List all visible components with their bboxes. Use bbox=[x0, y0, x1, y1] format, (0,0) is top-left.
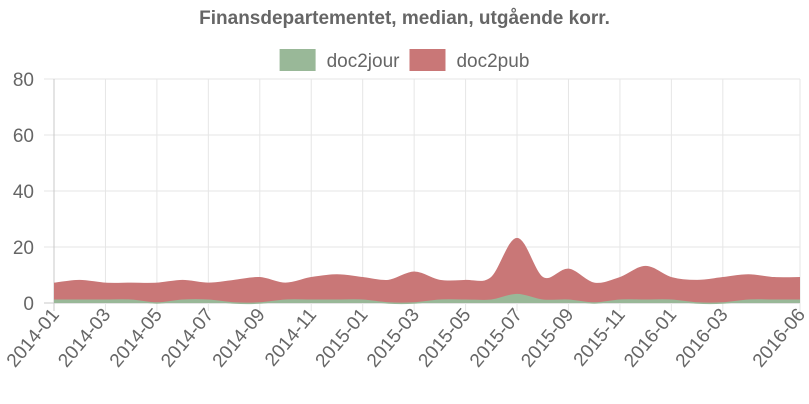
x-tick-label: 2016-06 bbox=[749, 305, 809, 372]
x-tick-label: 2015-11 bbox=[570, 305, 630, 371]
legend-label: doc2pub bbox=[456, 51, 529, 72]
legend-swatch bbox=[279, 49, 316, 71]
x-tick-label: 2015-05 bbox=[415, 305, 476, 372]
x-tick-label: 2014-11 bbox=[261, 305, 321, 371]
legend-item-doc2jour[interactable]: doc2jour bbox=[279, 49, 401, 72]
legend-item-doc2pub[interactable]: doc2pub bbox=[409, 49, 529, 72]
x-tick-label: 2015-07 bbox=[466, 305, 527, 372]
x-tick-label: 2015-03 bbox=[363, 305, 424, 372]
legend-label: doc2jour bbox=[327, 51, 401, 72]
y-tick-label: 80 bbox=[13, 70, 34, 91]
legend[interactable]: doc2jour doc2pub bbox=[279, 49, 530, 72]
chart-title: Finansdepartementet, median, utgående ko… bbox=[199, 8, 610, 29]
line-series-doc2jour bbox=[54, 293, 800, 305]
area-layer bbox=[53, 237, 801, 305]
y-tick-label: 40 bbox=[13, 182, 34, 203]
y-tick-label: 0 bbox=[23, 294, 34, 315]
x-tick-label: 2015-09 bbox=[517, 305, 578, 372]
line-series-doc2pub bbox=[53, 237, 801, 285]
y-tick-label: 20 bbox=[13, 238, 34, 259]
y-tick-label: 60 bbox=[13, 126, 34, 147]
x-tick-label: 2014-09 bbox=[209, 305, 270, 372]
x-tick-label: 2014-05 bbox=[106, 305, 167, 372]
x-tick-label: 2014-03 bbox=[54, 305, 115, 372]
x-tick-label: 2014-07 bbox=[157, 305, 218, 372]
area-series-doc2pub[interactable] bbox=[54, 238, 800, 304]
axis-layer: 0204060802014-012014-032014-052014-07201… bbox=[3, 70, 809, 372]
x-tick-label: 2016-01 bbox=[620, 305, 681, 372]
legend-swatch bbox=[409, 49, 446, 71]
x-tick-label: 2015-01 bbox=[312, 305, 373, 372]
x-tick-label: 2016-03 bbox=[672, 305, 733, 372]
